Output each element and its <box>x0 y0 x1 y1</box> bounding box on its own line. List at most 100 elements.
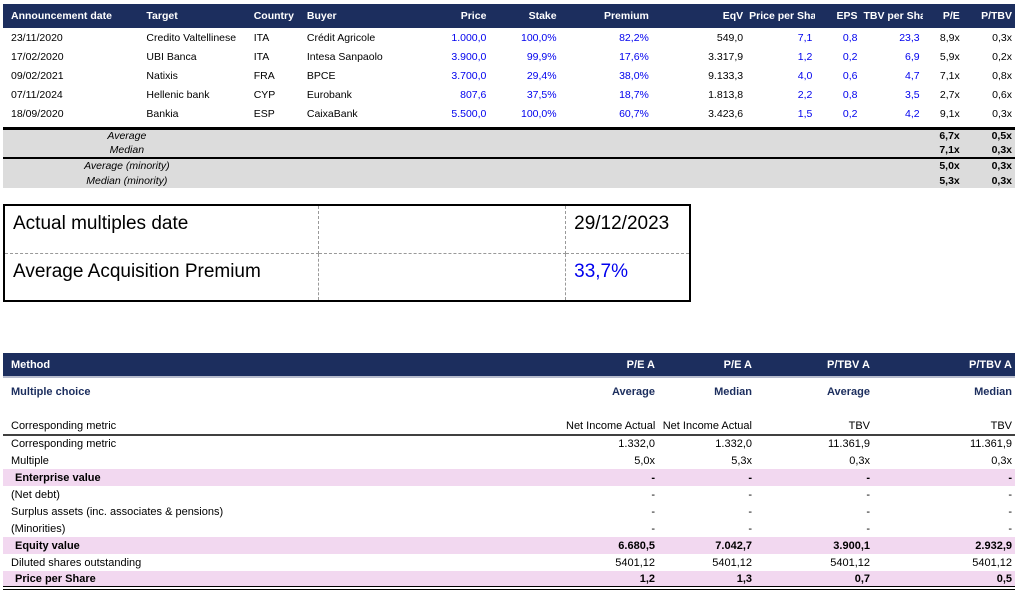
input-cell-tbv-per-share[interactable]: 3,5 <box>905 88 920 101</box>
multiple-choice-label: Multiple choice <box>11 385 91 398</box>
summary-row-average: Average 6,7x 0,5x <box>3 126 1015 143</box>
input-cell-stake[interactable]: 99,9% <box>526 50 557 63</box>
info-row-multiples-date: Actual multiples date 29/12/2023 <box>3 204 691 254</box>
input-cell-tbv-per-share[interactable]: 23,3 <box>899 31 920 44</box>
cell: 7.042,7 <box>658 537 755 554</box>
input-cell-premium[interactable]: 60,7% <box>619 107 649 120</box>
input-cell-price[interactable]: 807,6 <box>460 88 487 101</box>
input-cell-eps[interactable]: 0,8 <box>842 31 858 44</box>
spacer-row <box>3 405 1015 417</box>
cell: 0,7 <box>755 571 873 588</box>
input-cell-premium[interactable]: 18,7% <box>619 88 649 101</box>
diluted-shares-row: Diluted shares outstanding 5401,12 5401,… <box>3 554 1015 571</box>
summary-pe: 6,7x <box>922 126 963 143</box>
summary-pe: 7,1x <box>922 143 963 158</box>
input-cell-premium[interactable]: 17,6% <box>619 50 649 63</box>
cell-ptbv: 0,3x <box>992 107 1012 120</box>
summary-pe: 5,0x <box>922 157 963 173</box>
cell: - <box>1008 488 1012 501</box>
input-cell-stake[interactable]: 100,0% <box>520 31 557 44</box>
cell-country: ITA <box>253 31 270 44</box>
input-cell-tbv-per-share[interactable]: 4,2 <box>905 107 920 120</box>
cell-eqv: 549,0 <box>716 31 744 44</box>
input-cell-stake[interactable]: 100,0% <box>520 107 557 120</box>
multiple-choice-cell[interactable]: Average <box>611 385 655 398</box>
input-cell-price[interactable]: 3.900,0 <box>451 50 487 63</box>
multiple-row: Multiple 5,0x 5,3x 0,3x 0,3x <box>3 452 1015 469</box>
cell-target: Credito Valtellinese <box>146 31 237 44</box>
corresponding-metric-name-row: Corresponding metric Net Income Actual N… <box>3 417 1015 436</box>
cell: 5401,12 <box>615 556 655 569</box>
input-cell-eps[interactable]: 0,6 <box>842 69 858 82</box>
row-label: Corresponding metric <box>11 438 117 450</box>
column-header-buyer: Buyer <box>303 4 427 28</box>
summary-row-median-minority: Median (minority) 5,3x 0,3x <box>3 173 1015 188</box>
cell: 2.932,9 <box>873 537 1015 554</box>
cell-date: 07/11/2024 <box>11 88 63 101</box>
column-header-target: Target <box>143 4 251 28</box>
cell-eqv: 3.423,6 <box>708 107 744 120</box>
input-cell-tbv-per-share[interactable]: 6,9 <box>905 50 920 63</box>
cell: 5401,12 <box>712 556 752 569</box>
input-cell-price-per-share[interactable]: 4,0 <box>797 69 813 82</box>
input-cell-price-per-share[interactable]: 1,2 <box>797 50 813 63</box>
cell-country: FRA <box>253 69 275 82</box>
column-header-ptbv-a-2: P/TBV A <box>873 353 1015 378</box>
input-cell-premium[interactable]: 38,0% <box>619 69 649 82</box>
summary-label: Median (minority) <box>3 173 251 188</box>
input-cell-price[interactable]: 1.000,0 <box>451 31 487 44</box>
column-header-ptbv-a-1: P/TBV A <box>755 353 873 378</box>
input-cell-price-per-share[interactable]: 2,2 <box>797 88 813 101</box>
column-header-method: Method <box>3 353 563 378</box>
cell: 1,3 <box>658 571 755 588</box>
input-cell-price-per-share[interactable]: 1,5 <box>797 107 813 120</box>
input-cell-tbv-per-share[interactable]: 4,7 <box>905 69 920 82</box>
column-header-pe-a-1: P/E A <box>563 353 658 378</box>
cell-ptbv: 0,6x <box>992 88 1012 101</box>
price-per-share-row: Price per Share 1,2 1,3 0,7 0,5 <box>3 571 1015 588</box>
cell: - <box>658 469 755 486</box>
input-cell-price[interactable]: 5.500,0 <box>451 107 487 120</box>
row-label: Corresponding metric <box>3 417 563 436</box>
cell-buyer: Crédit Agricole <box>306 31 376 44</box>
input-cell-price[interactable]: 3.700,0 <box>451 69 487 82</box>
multiple-choice-cell[interactable]: Median <box>714 385 752 398</box>
transactions-header-row: Announcement date Target Country Buyer P… <box>3 4 1015 28</box>
input-cell-stake[interactable]: 29,4% <box>526 69 557 82</box>
summary-label: Average (minority) <box>3 157 251 173</box>
multiples-date-value: 29/12/2023 <box>565 204 691 254</box>
multiple-choice-cell[interactable]: Median <box>974 385 1012 398</box>
cell-country: ITA <box>253 50 270 63</box>
cell: - <box>651 488 655 501</box>
cell-pe: 8,9x <box>939 31 960 44</box>
cell-country: CYP <box>253 88 276 101</box>
cell-buyer: Intesa Sanpaolo <box>306 50 383 63</box>
cell: TBV <box>755 417 873 436</box>
cell: 5401,12 <box>972 556 1012 569</box>
input-cell-stake[interactable]: 37,5% <box>526 88 557 101</box>
column-header-announcement-date: Announcement date <box>3 4 144 28</box>
cell: - <box>563 469 658 486</box>
cell-buyer: BPCE <box>306 69 336 82</box>
column-header-price: Price <box>426 4 490 28</box>
input-cell-eps[interactable]: 0,8 <box>842 88 858 101</box>
multiple-choice-cell[interactable]: Average <box>826 385 870 398</box>
cell-date: 17/02/2020 <box>11 50 64 63</box>
transactions-table: Announcement date Target Country Buyer P… <box>3 4 1015 188</box>
acquisition-premium-value[interactable]: 33,7% <box>565 252 691 302</box>
cell: 5401,12 <box>830 556 870 569</box>
input-cell-premium[interactable]: 82,2% <box>619 31 649 44</box>
table-row: 18/09/2020 Bankia ESP CaixaBank 5.500,0 … <box>3 104 1015 123</box>
summary-ptbv: 0,3x <box>962 143 1015 158</box>
input-cell-eps[interactable]: 0,2 <box>842 107 858 120</box>
cell: 1.332,0 <box>715 438 752 450</box>
cell: Net Income Actual <box>563 417 658 436</box>
input-cell-eps[interactable]: 0,2 <box>842 50 858 63</box>
corresponding-metric-value-row: Corresponding metric 1.332,0 1.332,0 11.… <box>3 435 1015 452</box>
cell: 5,0x <box>634 454 655 467</box>
column-header-tbv-per-share: TBV per Share <box>860 4 923 28</box>
info-row-acquisition-premium: Average Acquisition Premium 33,7% <box>3 252 691 302</box>
summary-ptbv: 0,3x <box>962 173 1015 188</box>
input-cell-price-per-share[interactable]: 7,1 <box>797 31 813 44</box>
info-empty-cell <box>318 204 567 254</box>
